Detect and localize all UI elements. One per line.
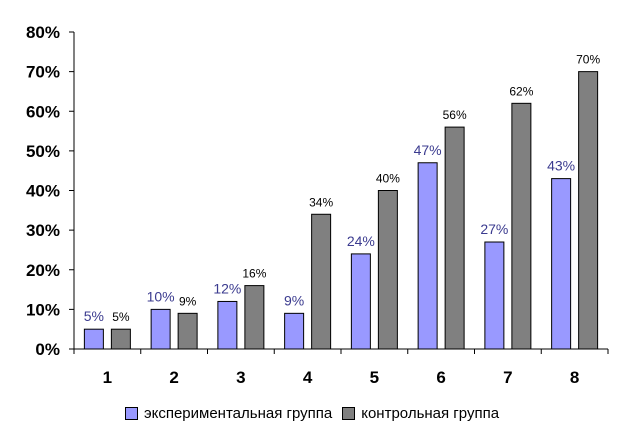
data-label-control: 62% (509, 84, 533, 98)
bar-experimental (484, 241, 505, 350)
bars (83, 71, 599, 350)
bar-control (177, 312, 198, 350)
bar-control (444, 126, 465, 350)
legend-label-experimental: экспериментальная группа (143, 405, 333, 422)
legend-item-experimental: экспериментальная группа (124, 405, 333, 422)
bar-experimental (350, 253, 371, 350)
data-label-experimental: 47% (414, 142, 442, 158)
bar-control (377, 190, 398, 350)
data-label-control: 56% (443, 108, 467, 122)
y-tick-label: 80% (26, 23, 60, 42)
legend-label-control: контрольная группа (361, 405, 500, 422)
x-tick-label: 7 (503, 368, 512, 387)
x-tick-label: 6 (436, 368, 445, 387)
legend: экспериментальная группа контрольная гру… (0, 405, 624, 422)
data-label-experimental: 9% (284, 292, 304, 308)
data-label-experimental: 5% (84, 308, 104, 324)
x-tick-label: 2 (169, 368, 178, 387)
legend-item-control: контрольная группа (342, 405, 499, 422)
data-label-control: 5% (112, 310, 130, 324)
data-label-experimental: 43% (547, 158, 575, 174)
bar-experimental (284, 312, 305, 350)
y-tick-label: 60% (26, 102, 60, 121)
data-label-control: 34% (309, 195, 333, 209)
y-tick-label: 30% (26, 221, 60, 240)
data-label-experimental: 12% (213, 280, 241, 296)
bar-control (311, 213, 332, 350)
legend-swatch-control (342, 407, 356, 420)
y-tick-label: 70% (26, 63, 60, 82)
bar-control (110, 328, 131, 350)
y-axis: 0% 10% 20% 30% 40% 50% 60% 70% 80% (26, 23, 75, 359)
data-label-control: 40% (376, 172, 400, 186)
y-tick-label: 40% (26, 182, 60, 201)
bar-control (578, 71, 599, 350)
bar-experimental (217, 300, 238, 350)
bar-control (244, 285, 265, 350)
legend-swatch-experimental (124, 407, 138, 420)
bar-experimental (150, 308, 171, 350)
bar-experimental (551, 178, 572, 350)
data-label-experimental: 27% (480, 221, 508, 237)
y-tick-label: 0% (35, 340, 60, 359)
data-label-control: 70% (576, 53, 600, 67)
bar-experimental (83, 328, 104, 350)
data-label-experimental: 10% (147, 288, 175, 304)
bar-control (511, 102, 532, 350)
x-axis: 1 2 3 4 5 6 7 8 (73, 348, 609, 387)
data-label-control: 16% (242, 267, 266, 281)
data-label-control: 9% (179, 294, 197, 308)
x-tick-label: 4 (303, 368, 313, 387)
data-labels: 5% 5% 10% 9% 12%16% 9% 34% 24% 40% 47% 56% 27% 62% 43… (84, 53, 601, 325)
x-tick-label: 8 (570, 368, 579, 387)
x-tick-label: 3 (236, 368, 245, 387)
bar-experimental (417, 162, 438, 350)
y-tick-label: 50% (26, 142, 60, 161)
data-label-experimental: 24% (347, 233, 375, 249)
x-tick-label: 1 (103, 368, 112, 387)
y-tick-label: 20% (26, 261, 60, 280)
x-tick-label: 5 (370, 368, 379, 387)
y-tick-label: 10% (26, 300, 60, 319)
